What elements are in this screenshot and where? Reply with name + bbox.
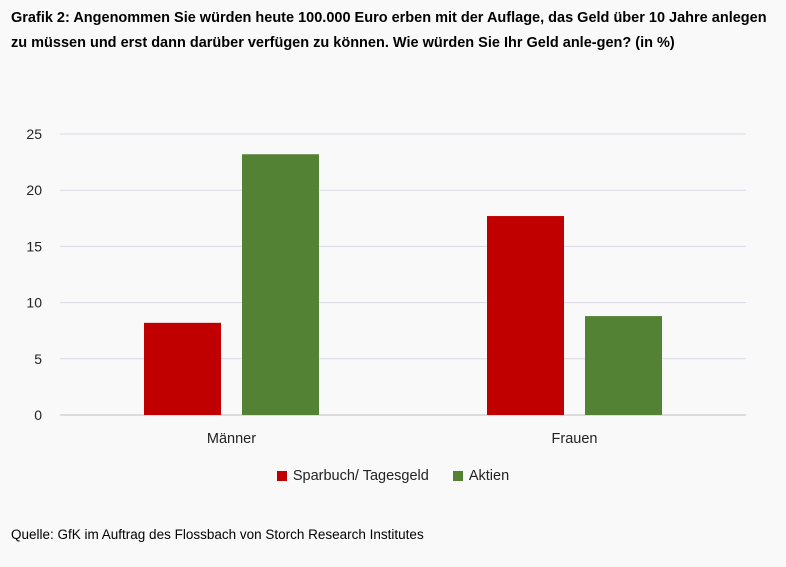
bar-aktien-maenner bbox=[242, 154, 319, 415]
x-category-label: Frauen bbox=[552, 431, 598, 447]
y-axis-ticks: 0 5 10 15 20 25 bbox=[26, 126, 42, 423]
legend-label-aktien: Aktien bbox=[468, 468, 510, 484]
y-tick-label: 25 bbox=[26, 126, 42, 142]
y-tick-label: 0 bbox=[34, 407, 42, 423]
legend-label-sparbuch: Sparbuch/ Tagesgeld bbox=[292, 468, 429, 484]
y-tick-label: 20 bbox=[26, 182, 42, 198]
bar-chart: 0 5 10 15 20 25 Männer Frauen bbox=[26, 126, 746, 447]
bars bbox=[144, 154, 662, 415]
bar-sparbuch-maenner bbox=[144, 322, 221, 415]
y-tick-label: 10 bbox=[26, 295, 42, 311]
x-axis-categories: Männer Frauen bbox=[207, 431, 598, 447]
y-tick-label: 5 bbox=[34, 351, 42, 367]
x-category-label: Männer bbox=[207, 431, 256, 447]
legend-swatch-sparbuch bbox=[276, 471, 287, 481]
legend-item-sparbuch: Sparbuch/ Tagesgeld bbox=[276, 468, 429, 484]
legend-item-aktien: Aktien bbox=[452, 468, 510, 484]
bar-sparbuch-frauen bbox=[487, 216, 564, 415]
source-note: Quelle: GfK im Auftrag des Flossbach von… bbox=[11, 527, 424, 542]
legend-swatch-aktien bbox=[452, 471, 463, 481]
bar-aktien-frauen bbox=[585, 316, 662, 415]
chart-title: Grafik 2: Angenommen Sie würden heute 10… bbox=[11, 10, 767, 51]
y-tick-label: 15 bbox=[26, 238, 42, 254]
legend: Sparbuch/ Tagesgeld Aktien bbox=[0, 468, 786, 484]
